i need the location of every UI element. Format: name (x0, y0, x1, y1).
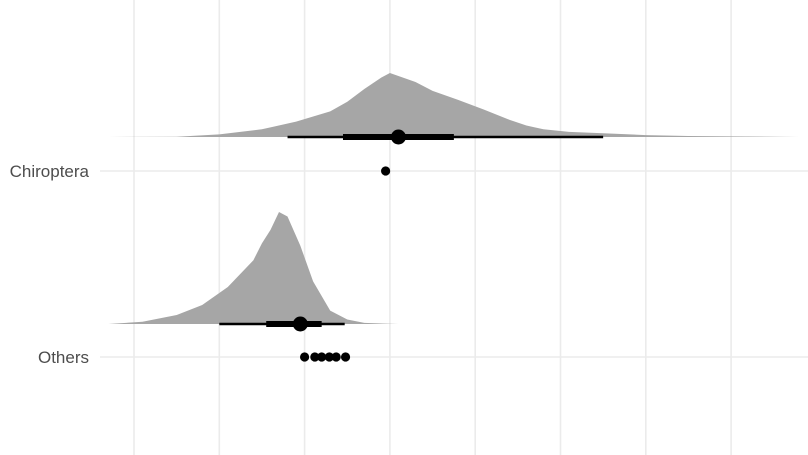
observation-others-1 (310, 352, 320, 362)
observation-others-4 (331, 352, 341, 362)
y-tick-label-chiroptera: Chiroptera (10, 162, 90, 181)
observation-others-5 (340, 352, 351, 362)
grid (100, 0, 808, 455)
observation-others-2 (317, 352, 327, 362)
point-estimate-others (292, 316, 308, 332)
density-others (108, 212, 399, 324)
observation-others-3 (324, 352, 334, 362)
y-axis-labels: Chiroptera Others (10, 162, 90, 367)
point-estimate-chiroptera (390, 129, 406, 145)
observation-others-0 (300, 352, 310, 362)
series-chiroptera (108, 73, 800, 176)
density-chiroptera (108, 73, 800, 137)
plot-panel (108, 73, 800, 362)
observation-chiroptera-0 (381, 166, 391, 176)
y-tick-label-others: Others (38, 348, 89, 367)
series-others (108, 212, 399, 362)
